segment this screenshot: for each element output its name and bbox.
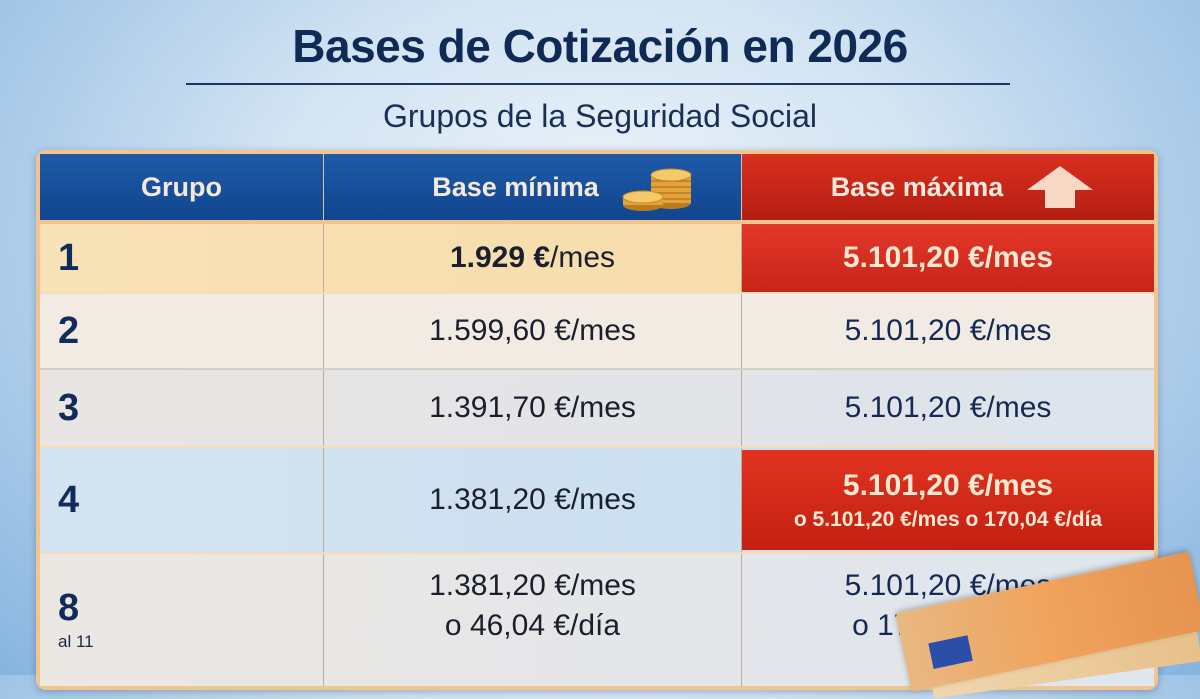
min-base-unit: /mes — [550, 241, 616, 274]
table-row: 1 1.929 €/mes 5.101,20 €/mes — [40, 224, 1154, 292]
min-base-value: 1.391,70 €/mes — [429, 391, 636, 424]
max-base-cell: 5.101,20 €/mes — [742, 370, 1154, 446]
group-cell: 3 — [40, 370, 324, 446]
max-base-cell: 5.101,20 €/mes o 5.101,20 €/mes o 170,04… — [742, 450, 1154, 550]
max-base-cell: 5.101,20 €/mes — [742, 224, 1154, 292]
column-header-group: Grupo — [40, 154, 324, 220]
page-title: Bases de Cotización en 2026 — [292, 20, 908, 72]
group-cell: 4 — [40, 448, 324, 552]
max-base-value: 5.101,20 €/mes — [842, 469, 1054, 502]
page-subtitle: Grupos de la Seguridad Social — [382, 98, 818, 134]
column-header-label: Base máxima — [830, 171, 1004, 202]
row-divider — [40, 446, 1154, 448]
table-header-row: Grupo Base mínima — [40, 154, 1154, 220]
group-number: 1 — [58, 237, 80, 279]
row-divider — [40, 552, 1154, 554]
group-range-suffix: al 11 — [58, 632, 94, 651]
contribution-bases-table: Grupo Base mínima — [36, 150, 1158, 690]
min-base-value: 1.381,20 €/mes — [429, 569, 636, 602]
table-row: 4 1.381,20 €/mes 5.101,20 €/mes o 5.101,… — [40, 448, 1154, 552]
group-number: 8 — [58, 587, 80, 629]
group-cell: 1 — [40, 224, 324, 292]
column-header-label: Grupo — [141, 171, 222, 202]
min-base-cell: 1.599,60 €/mes — [324, 294, 742, 368]
table-row: 3 1.391,70 €/mes 5.101,20 €/mes — [40, 370, 1154, 446]
row-divider — [40, 292, 1154, 294]
column-header-min-base: Base mínima — [324, 154, 742, 220]
group-number: 3 — [58, 387, 80, 429]
min-base-cell: 1.929 €/mes — [324, 224, 742, 292]
min-base-value: 1.599,60 €/mes — [429, 314, 636, 347]
max-base-value: 5.101,20 €/mes — [842, 241, 1054, 274]
title-divider — [186, 83, 1010, 85]
eu-flag-icon — [928, 635, 973, 669]
table-row: 2 1.599,60 €/mes 5.101,20 €/mes — [40, 294, 1154, 368]
min-base-value: 1.929 €/mes — [450, 238, 615, 278]
max-base-value: 5.101,20 €/mes — [844, 314, 1052, 347]
min-base-cell: 1.381,20 €/mes o 46,04 €/día — [324, 554, 742, 686]
min-base-cell: 1.381,20 €/mes — [324, 448, 742, 552]
max-base-value: 5.101,20 €/mes — [844, 391, 1052, 424]
column-header-max-base: Base máxima — [742, 154, 1154, 220]
coins-icon — [622, 168, 692, 211]
min-base-amount: 1.929 € — [449, 241, 551, 274]
group-cell: 2 — [40, 294, 324, 368]
arrow-up-icon — [1027, 166, 1094, 208]
max-base-alt-value: o 5.101,20 €/mes o 170,04 €/día — [793, 508, 1103, 531]
min-base-alt-value: o 46,04 €/día — [444, 609, 621, 642]
min-base-value: 1.381,20 €/mes — [429, 483, 636, 516]
min-base-cell: 1.391,70 €/mes — [324, 370, 742, 446]
group-cell: 8 al 11 — [40, 554, 324, 686]
group-number: 2 — [58, 310, 80, 352]
row-divider — [40, 368, 1154, 370]
max-base-cell: 5.101,20 €/mes — [742, 294, 1154, 368]
column-header-label: Base mínima — [432, 171, 599, 202]
group-number: 4 — [58, 479, 80, 521]
